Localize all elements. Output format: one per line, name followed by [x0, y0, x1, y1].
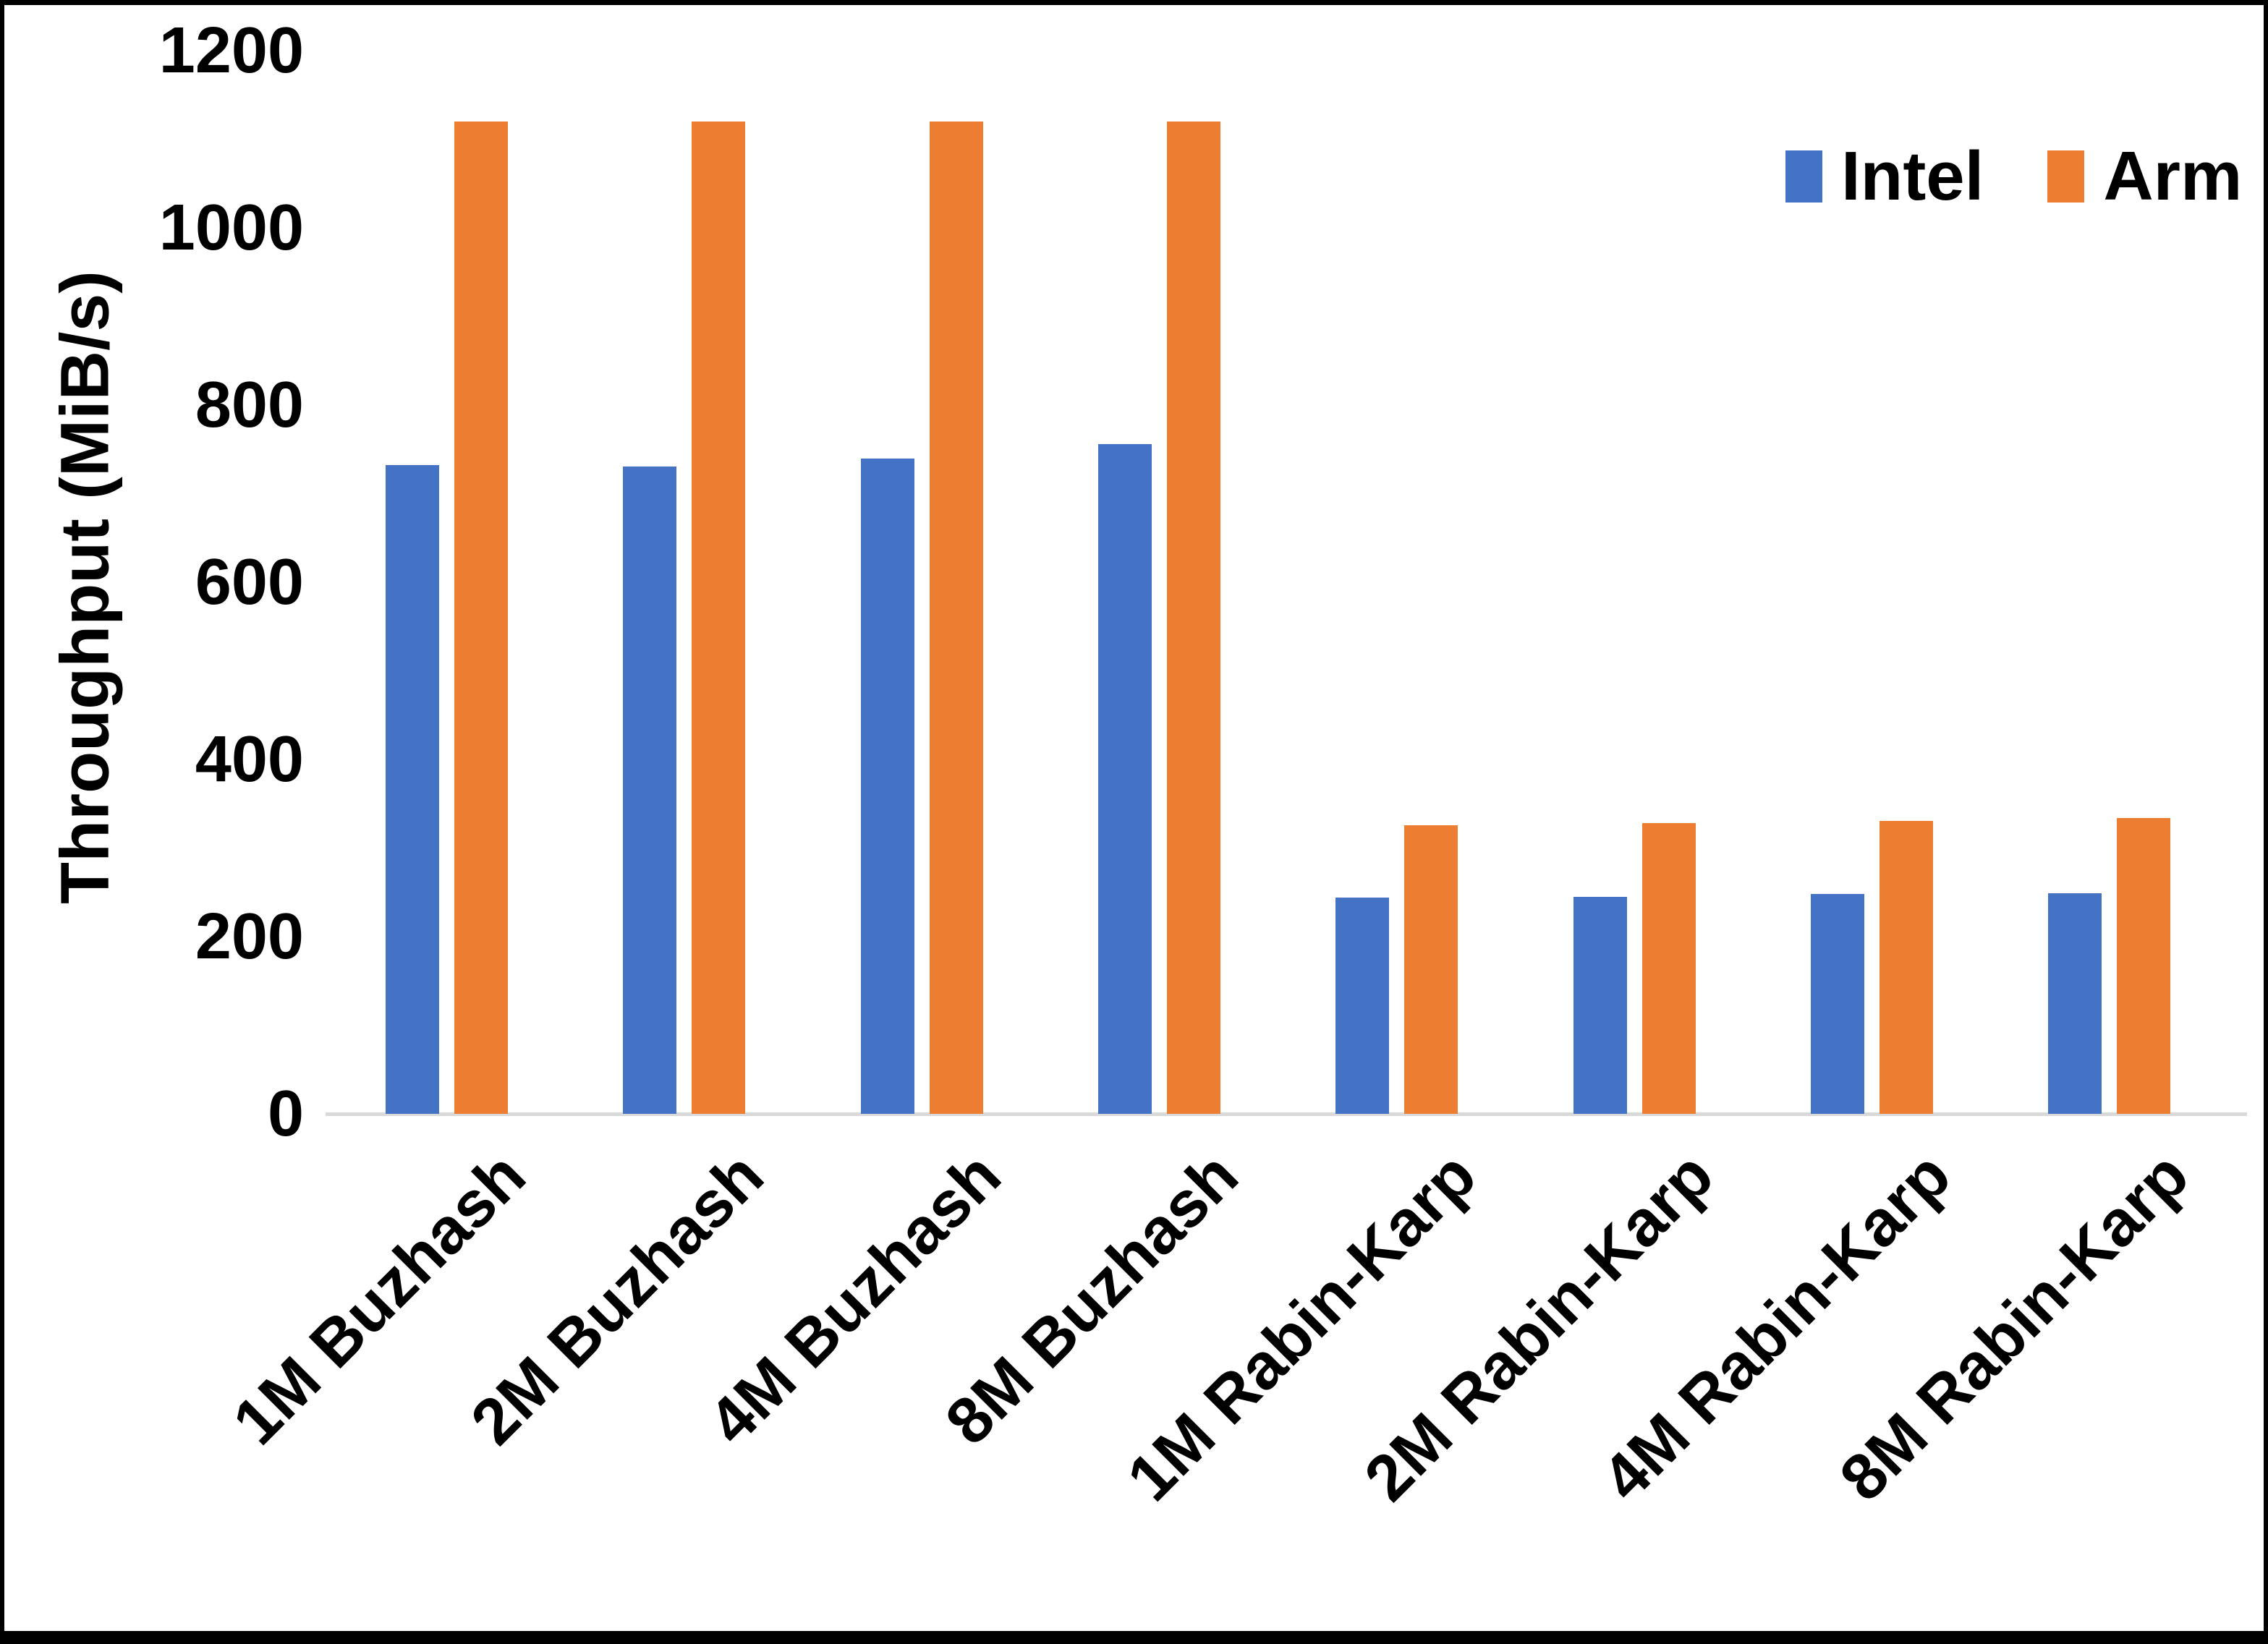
- bar-arm-2m-rabin-karp: [1641, 823, 1696, 1114]
- frame-border-right: [2264, 0, 2268, 1644]
- bar-intel-8m-rabin-karp: [2048, 893, 2102, 1114]
- y-tick-label-400: 400: [195, 723, 304, 796]
- frame-border-left: [0, 0, 4, 1644]
- y-tick-label-600: 600: [195, 546, 304, 618]
- legend-label-arm: Arm: [2103, 137, 2243, 215]
- frame-border-top: [0, 0, 2268, 5]
- legend: Intel Arm: [1785, 142, 2242, 211]
- bar-intel-1m-rabin-karp: [1335, 898, 1390, 1114]
- bar-intel-4m-buzhash: [860, 458, 914, 1114]
- legend-swatch-intel: [1785, 150, 1822, 203]
- bar-intel-2m-buzhash: [623, 466, 677, 1114]
- bar-intel-1m-buzhash: [386, 465, 439, 1114]
- legend-item-intel: Intel: [1785, 142, 1984, 211]
- frame-border-bottom: [0, 1631, 2268, 1644]
- legend-label-intel: Intel: [1841, 137, 1984, 215]
- bar-arm-8m-rabin-karp: [2117, 817, 2171, 1114]
- y-tick-label-1000: 1000: [158, 192, 304, 264]
- bar-arm-1m-rabin-karp: [1404, 825, 1458, 1115]
- legend-swatch-arm: [2047, 150, 2085, 203]
- bar-arm-8m-buzhash: [1166, 122, 1220, 1114]
- bar-arm-4m-rabin-karp: [1879, 820, 1933, 1114]
- y-tick-label-800: 800: [195, 369, 304, 441]
- bar-intel-4m-rabin-karp: [1810, 894, 1864, 1114]
- bar-arm-4m-buzhash: [929, 122, 983, 1114]
- y-tick-label-200: 200: [195, 900, 304, 973]
- bar-intel-8m-buzhash: [1097, 443, 1152, 1114]
- legend-item-arm: Arm: [2047, 142, 2242, 211]
- y-tick-label-1200: 1200: [158, 14, 304, 87]
- x-axis-line: [326, 1112, 2247, 1116]
- bar-arm-2m-buzhash: [692, 122, 746, 1114]
- bar-intel-2m-rabin-karp: [1573, 896, 1627, 1114]
- y-tick-label-0: 0: [267, 1078, 304, 1150]
- bar-arm-1m-buzhash: [454, 122, 508, 1114]
